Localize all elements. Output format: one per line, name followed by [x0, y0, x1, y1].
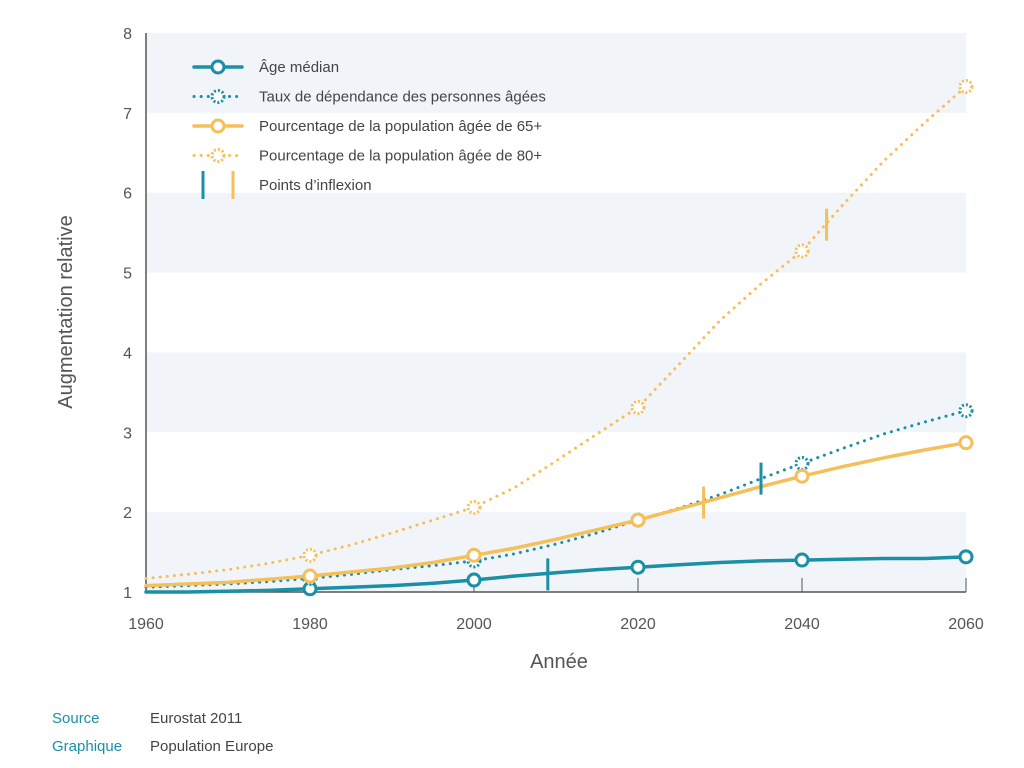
legend-swatch-marker	[210, 118, 226, 134]
legend-label: Âge médian	[259, 59, 339, 76]
grid-bands	[146, 33, 966, 592]
series-line-2	[144, 409, 968, 589]
x-tick-label: 2000	[456, 616, 492, 633]
y-tick-label: 8	[123, 26, 132, 43]
y-tick-label: 7	[123, 106, 132, 123]
y-tick-label: 5	[123, 266, 132, 283]
legend-swatch-marker	[210, 59, 226, 75]
footer-graphic: Graphique Population Europe	[52, 738, 273, 755]
series-4-marker	[794, 243, 810, 259]
grid-band	[146, 352, 966, 433]
series-4-marker	[302, 547, 318, 563]
x-tick-label: 1980	[292, 616, 328, 633]
series-3-marker	[466, 547, 482, 563]
x-axis-title: Année	[530, 651, 588, 673]
legend-swatch-marker	[210, 89, 226, 104]
footer-source: Source Eurostat 2011	[52, 710, 242, 727]
source-value: Eurostat 2011	[150, 710, 243, 727]
series-1-marker	[794, 552, 810, 568]
y-tick-label: 2	[123, 505, 132, 522]
graphic-value: Population Europe	[150, 738, 274, 755]
series-line-3	[144, 440, 968, 588]
axes: 1 2 3 4 5 6 7 8 1960 1980 2000 2020 2040 2060	[123, 26, 984, 633]
series-4-marker	[630, 400, 646, 416]
grid-band	[146, 33, 966, 113]
y-tick-label: 4	[123, 345, 132, 362]
graphic-label: Graphique	[52, 738, 123, 755]
legend-label: Points d’inflexion	[259, 177, 372, 194]
x-tick-label: 2020	[620, 616, 656, 633]
series-4-marker	[466, 499, 482, 515]
legend: Âge médian Taux de dépendance des personn…	[192, 59, 546, 199]
y-tick-label: 1	[123, 585, 132, 602]
legend-label: Taux de dépendance des personnes âgées	[259, 89, 546, 106]
legend-label: Pourcentage de la population âgée de 80+	[259, 148, 542, 165]
series-1-marker	[958, 549, 974, 565]
y-axis-title: Augmentation relative	[55, 215, 77, 408]
grid-band	[146, 192, 966, 273]
line-chart: 1 2 3 4 5 6 7 8 1960 1980 2000 2020 2040 2060 Âge méd…	[55, 26, 984, 673]
series-4-marker	[958, 79, 974, 95]
series-layer	[144, 79, 974, 597]
legend-label: Pourcentage de la population âgée de 65+	[259, 118, 542, 135]
series-3-marker	[794, 468, 810, 484]
series-3-marker	[302, 568, 318, 584]
x-tick-label: 2060	[948, 616, 984, 633]
series-line-1	[144, 555, 968, 594]
x-tick-label: 2040	[784, 616, 820, 633]
series-1-marker	[630, 559, 646, 575]
series-2-marker	[958, 403, 974, 419]
series-3-marker	[958, 435, 974, 451]
series-1-marker	[466, 572, 482, 588]
series-3-marker	[630, 512, 646, 528]
y-tick-label: 6	[123, 186, 132, 203]
y-tick-label: 3	[123, 425, 132, 442]
x-tick-label: 1960	[128, 616, 164, 633]
source-label: Source	[52, 710, 100, 727]
series-2-marker	[794, 455, 810, 471]
legend-swatch-marker	[210, 148, 226, 163]
